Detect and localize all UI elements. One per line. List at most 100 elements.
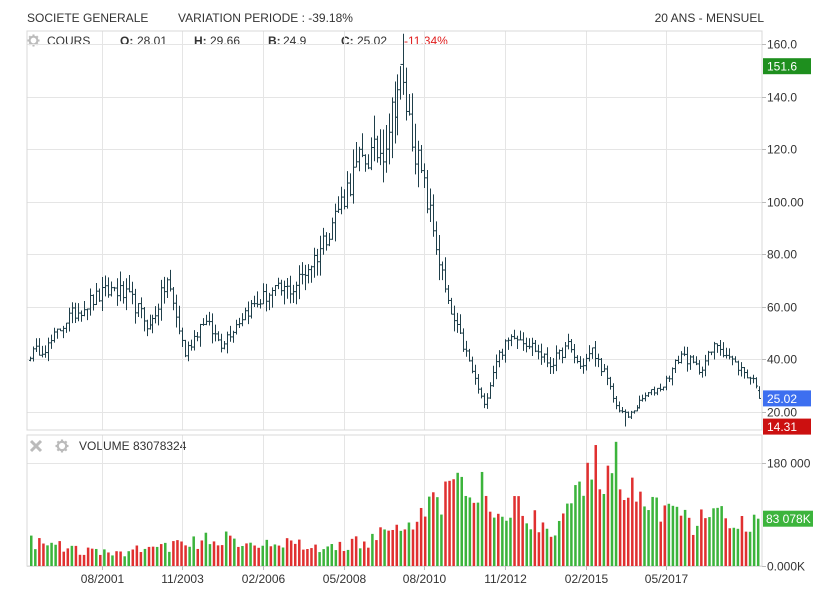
volume-bar bbox=[663, 505, 667, 566]
volume-bar bbox=[622, 500, 626, 566]
volume-bar bbox=[200, 540, 204, 566]
volume-last-badge-label: 83 078K bbox=[766, 512, 811, 526]
volume-bar bbox=[403, 529, 407, 566]
volume-bar bbox=[683, 509, 687, 566]
volume-bar bbox=[480, 471, 484, 566]
volume-bar bbox=[541, 522, 545, 566]
volume-bar bbox=[557, 520, 561, 566]
volume-bar bbox=[147, 546, 151, 566]
volume-bar bbox=[184, 545, 187, 566]
period-variation: VARIATION PERIODE : -39.18% bbox=[178, 11, 353, 25]
max-price-badge-bg bbox=[763, 58, 811, 75]
volume-bar bbox=[123, 556, 126, 566]
price-badges: 151.6 25.02 14.31 83 078K bbox=[763, 58, 813, 527]
volume-bar bbox=[497, 513, 500, 566]
volume-bar bbox=[529, 529, 533, 566]
volume-bar bbox=[626, 497, 630, 566]
volume-bar bbox=[391, 529, 394, 566]
volume-bar bbox=[436, 497, 439, 566]
volume-bar bbox=[233, 538, 236, 566]
price-tick-label: 100.00 bbox=[767, 196, 804, 210]
volume-bar bbox=[464, 495, 468, 566]
x-tick-label: 05/2008 bbox=[323, 572, 367, 586]
volume-bar bbox=[273, 544, 277, 566]
volume-bar bbox=[651, 496, 654, 566]
volume-bar bbox=[94, 548, 98, 566]
volume-bar bbox=[188, 546, 191, 566]
volume-bar bbox=[192, 536, 195, 566]
volume-bar bbox=[501, 516, 504, 566]
volume-bar bbox=[371, 533, 374, 566]
volume-bar bbox=[452, 479, 455, 566]
volume-bar bbox=[618, 489, 622, 566]
volume-bar bbox=[472, 502, 476, 566]
x-tick-label: 08/2010 bbox=[403, 572, 447, 586]
volume-bar bbox=[334, 550, 338, 566]
x-tick-label: 08/2001 bbox=[81, 572, 125, 586]
volume-bar bbox=[505, 520, 508, 566]
volume-bar bbox=[635, 501, 638, 566]
volume-bar bbox=[659, 521, 662, 566]
volume-bar bbox=[631, 477, 634, 566]
volume-bar bbox=[647, 510, 650, 566]
volume-bar bbox=[224, 531, 228, 566]
volume-bar bbox=[127, 551, 130, 566]
volume-bar bbox=[610, 473, 614, 566]
volume-bar bbox=[249, 542, 252, 566]
volume-bar bbox=[432, 492, 435, 566]
volume-bar bbox=[484, 495, 488, 566]
volume-bar bbox=[602, 494, 606, 566]
x-axis: 08/2001 11/2003 02/2006 05/2008 08/2010 11/20… bbox=[81, 566, 689, 586]
price-panel-border bbox=[26, 30, 763, 431]
volume-bar bbox=[423, 516, 427, 566]
volume-bar bbox=[578, 481, 581, 566]
volume-bar bbox=[34, 549, 37, 566]
volume-bar bbox=[740, 516, 744, 566]
volume-bar bbox=[606, 465, 610, 566]
volume-bar bbox=[708, 517, 711, 566]
volume-bar bbox=[265, 539, 269, 566]
min-price-badge-bg bbox=[763, 418, 811, 435]
volume-bar bbox=[86, 547, 90, 566]
volume-bar bbox=[111, 555, 114, 566]
volume-bar bbox=[687, 517, 691, 566]
volume-bar bbox=[99, 554, 102, 566]
volume-bar bbox=[582, 495, 585, 566]
volume-bar bbox=[314, 544, 317, 566]
volume-bar bbox=[354, 536, 358, 566]
volume-bar bbox=[196, 548, 200, 566]
volume-bar bbox=[50, 542, 53, 566]
volume-bar bbox=[419, 507, 423, 566]
volume-bar bbox=[330, 544, 334, 566]
volume-bar bbox=[691, 534, 695, 566]
volume-bar bbox=[553, 535, 557, 566]
volume-bar bbox=[566, 503, 569, 566]
period-selector[interactable]: 20 ANS - MENSUEL bbox=[654, 11, 764, 25]
close-icon[interactable] bbox=[29, 439, 43, 453]
volume-bar bbox=[736, 528, 740, 566]
volume-bar bbox=[289, 540, 293, 566]
volume-bar bbox=[253, 545, 256, 566]
volume-bar bbox=[704, 518, 707, 566]
volume-bar bbox=[237, 546, 240, 566]
volume-bar bbox=[728, 528, 732, 566]
volume-bar bbox=[468, 497, 472, 566]
volume-bar bbox=[151, 546, 155, 566]
volume-bar bbox=[383, 529, 386, 566]
volume-bar bbox=[285, 538, 289, 566]
chart-header: SOCIETE GENERALE VARIATION PERIODE : -39… bbox=[0, 0, 832, 30]
max-price-badge-label: 151.6 bbox=[767, 60, 797, 74]
volume-bar bbox=[293, 543, 297, 566]
volume-bar bbox=[411, 529, 415, 566]
volume-bar bbox=[58, 541, 61, 566]
volume-bar bbox=[720, 506, 723, 566]
volume-bar bbox=[135, 545, 139, 566]
volume-bar bbox=[712, 508, 715, 566]
volume-bar bbox=[318, 552, 321, 566]
gear-icon[interactable] bbox=[55, 439, 69, 453]
volume-bar bbox=[570, 503, 573, 566]
chart-grid bbox=[27, 31, 762, 567]
volume-bar bbox=[379, 527, 382, 566]
x-tick-label: 02/2006 bbox=[242, 572, 286, 586]
